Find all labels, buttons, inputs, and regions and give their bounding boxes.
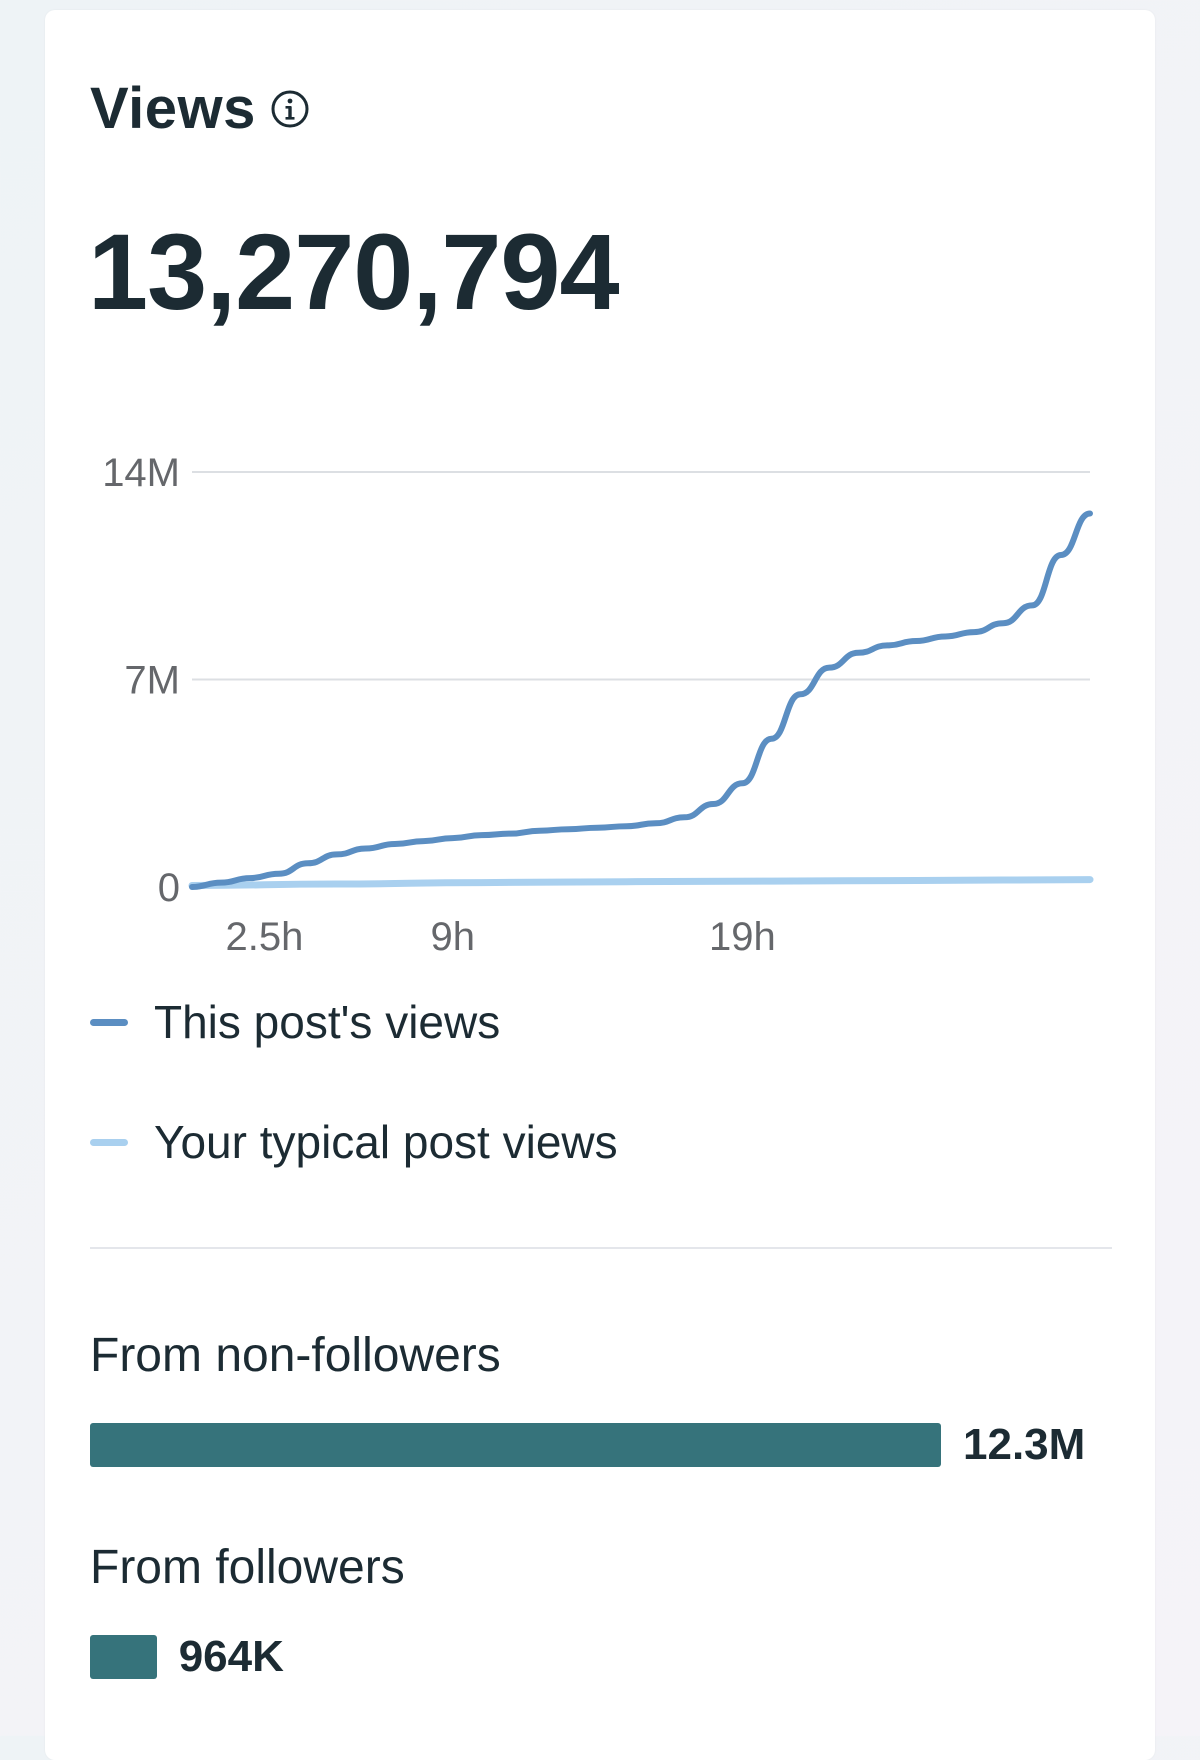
legend-this-post: This post's views: [90, 995, 500, 1049]
followers-bar: [90, 1635, 157, 1679]
followers-value: 964K: [178, 1632, 284, 1681]
followers-label: From followers: [90, 1541, 405, 1594]
followers-bar-row: 964K: [90, 1632, 284, 1682]
total-views-count: 13,270,794: [88, 211, 620, 332]
y-tick-label-14M: 14M: [102, 451, 180, 495]
x-tick-label-19h: 19h: [709, 915, 776, 959]
legend-typical-post: Your typical post views: [90, 1115, 618, 1169]
x-tick-label-2.5h: 2.5h: [225, 915, 303, 959]
info-circle-icon[interactable]: [270, 89, 310, 129]
section-divider: [90, 1247, 1112, 1249]
y-tick-label-0: 0: [158, 866, 180, 910]
legend-label-this-post: This post's views: [154, 996, 501, 1048]
series-line-this-post: [189, 510, 1093, 890]
views-line-chart: 0 7M 14M 2.5h 9h 19h: [102, 451, 1094, 959]
x-tick-label-9h: 9h: [430, 915, 475, 959]
views-title: Views: [90, 76, 256, 141]
series-line-typical-post: [188, 876, 1094, 889]
legend-swatch-typical-post: [90, 1138, 128, 1146]
legend-label-typical-post: Your typical post views: [154, 1116, 618, 1168]
legend-swatch-this-post: [90, 1018, 128, 1026]
views-header: Views: [90, 75, 310, 142]
non-followers-bar-row: 12.3M: [90, 1420, 1085, 1470]
non-followers-bar: [90, 1423, 941, 1467]
y-tick-label-7M: 7M: [124, 659, 180, 703]
non-followers-label: From non-followers: [90, 1329, 501, 1382]
non-followers-value: 12.3M: [963, 1420, 1086, 1469]
